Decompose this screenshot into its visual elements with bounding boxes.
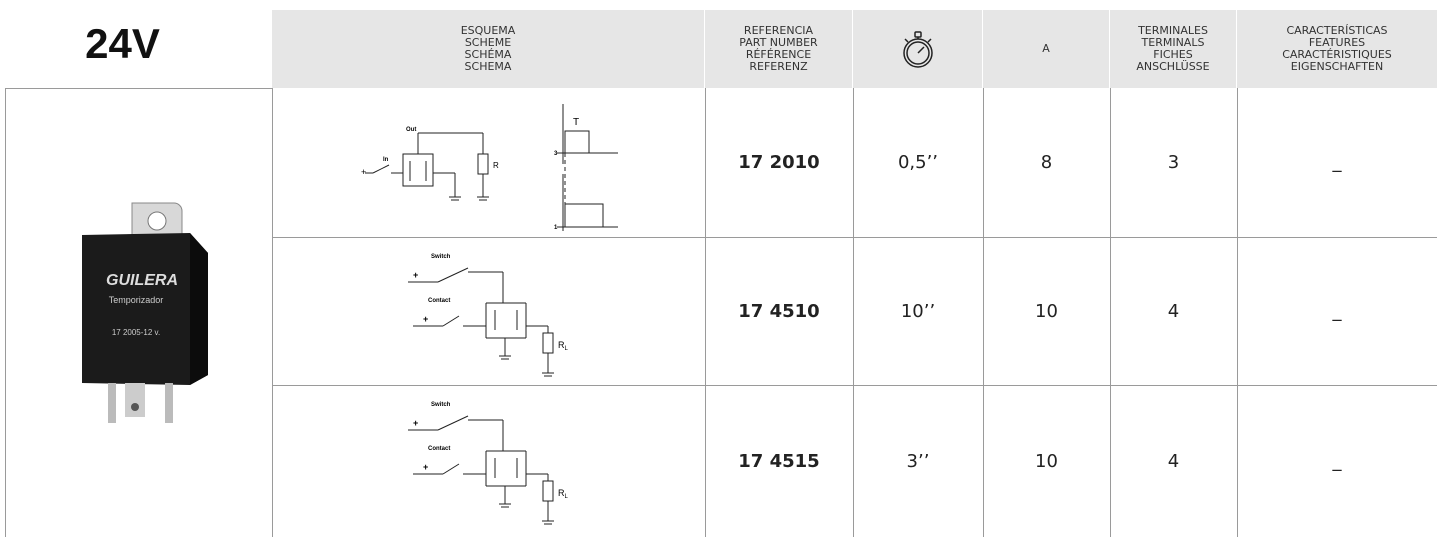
- cell-time: 3’’: [906, 450, 930, 472]
- header-line: SCHEMA: [464, 60, 512, 73]
- schematic-label: 1: [554, 225, 558, 231]
- wire: [437, 415, 469, 431]
- schematic-label: L: [565, 494, 569, 500]
- cell-time: 10’’: [900, 300, 936, 322]
- header-line: CARACTÉRISTIQUES: [1282, 48, 1392, 61]
- resistor: [542, 332, 554, 354]
- header-line: TERMINALS: [1141, 36, 1205, 49]
- schematic-label: 3: [554, 151, 558, 157]
- schematic-label: Switch: [431, 402, 451, 408]
- header-timer: [853, 10, 983, 88]
- schematic-label: R: [558, 488, 565, 498]
- schematic: + In Out R T 3 1: [361, 104, 618, 231]
- header-line: RÉFÉRENCE: [745, 48, 812, 61]
- header-text: TERMINALES TERMINALS FICHES ANSCHLÜSSE: [1136, 25, 1209, 73]
- schematic-label: RL: [558, 488, 569, 500]
- rule: [853, 88, 854, 537]
- header-features: CARACTERÍSTICAS FEATURES CARACTÉRISTIQUES E…: [1237, 10, 1437, 88]
- cell-amps: 10: [1035, 300, 1058, 322]
- header-line: ANSCHLÜSSE: [1136, 60, 1210, 73]
- header-line: SCHÉMA: [464, 48, 512, 61]
- schematic: Switch Contact + + RL: [408, 402, 569, 525]
- voltage-title: 24V: [85, 20, 160, 67]
- cell-part: 17 4515: [738, 450, 820, 472]
- header-line: REFERENZ: [749, 60, 808, 73]
- rule: [5, 88, 6, 537]
- cell-features: _: [1332, 152, 1342, 173]
- header-line: ESQUEMA: [460, 24, 516, 37]
- header-line: PART NUMBER: [739, 36, 818, 49]
- header-text: ESQUEMA SCHEME SCHÉMA SCHEMA: [461, 25, 516, 73]
- product-name: Temporizador: [109, 295, 164, 305]
- cell-part: 17 2010: [738, 152, 820, 173]
- resistor: [542, 480, 554, 502]
- schematic-label: T: [573, 117, 579, 128]
- rule: [5, 88, 272, 89]
- schematic-label: R: [493, 161, 499, 170]
- cell-features: _: [1332, 300, 1342, 322]
- cell-amps: 10: [1035, 450, 1058, 472]
- cell-terminals: 4: [1167, 300, 1180, 322]
- header-line: TERMINALES: [1138, 24, 1208, 37]
- schematic-label: RL: [558, 340, 569, 352]
- schematic-label: +: [413, 418, 418, 428]
- cell-features: _: [1332, 450, 1342, 472]
- rule: [272, 385, 1437, 386]
- schematic-label: In: [383, 157, 389, 163]
- header-line: EIGENSCHAFTEN: [1290, 60, 1384, 73]
- wire: [442, 315, 460, 327]
- wire: [442, 463, 460, 475]
- schematic-label: Contact: [428, 298, 450, 304]
- schematic-label: +: [423, 462, 428, 472]
- stopwatch-icon: [902, 31, 933, 68]
- header-text: A: [1042, 42, 1050, 55]
- rule: [1237, 88, 1238, 537]
- header-line: SCHEME: [464, 36, 512, 49]
- header-line: CARACTERÍSTICAS: [1286, 24, 1388, 37]
- cell-amps: 8: [1040, 152, 1053, 173]
- header-amps: A: [983, 10, 1110, 88]
- cell-terminals: 4: [1167, 450, 1180, 472]
- cell-time: 0,5’’: [897, 152, 939, 173]
- schematic-label: +: [423, 314, 428, 324]
- schematic-label: Out: [406, 127, 416, 133]
- cell-terminals: 3: [1167, 152, 1180, 173]
- schematic-label: +: [361, 167, 366, 177]
- header-line: REFERENCIA: [743, 24, 814, 37]
- header-text: REFERENCIA PART NUMBER RÉFÉRENCE REFERENZ: [739, 25, 817, 73]
- header-line: FEATURES: [1308, 36, 1366, 49]
- rule: [1110, 88, 1111, 537]
- schematic-label: Contact: [428, 446, 450, 452]
- schematic-label: L: [565, 346, 569, 352]
- product-brand: GUILERA: [106, 272, 178, 289]
- header-terminals: TERMINALES TERMINALS FICHES ANSCHLÜSSE: [1110, 10, 1237, 88]
- wiring: [408, 415, 554, 525]
- rule: [272, 237, 1437, 238]
- rule: [983, 88, 984, 537]
- header-line: FICHES: [1153, 48, 1193, 61]
- product-code: 17 2005-12 v.: [112, 328, 160, 337]
- rule: [272, 88, 273, 537]
- product-image: GUILERA Temporizador 17 2005-12 v.: [82, 202, 208, 423]
- header-part: REFERENCIA PART NUMBER RÉFÉRENCE REFERENZ: [705, 10, 853, 88]
- schematic-label: R: [558, 340, 565, 350]
- schematic-label: +: [413, 270, 418, 280]
- schematic: Switch Contact + + RL: [408, 254, 569, 377]
- rule: [705, 88, 706, 537]
- header-text: CARACTERÍSTICAS FEATURES CARACTÉRISTIQUES E…: [1282, 25, 1392, 73]
- wire: [437, 267, 469, 283]
- schematic-label: Switch: [431, 254, 451, 260]
- cell-part: 17 4510: [738, 300, 820, 322]
- wiring: [408, 267, 554, 377]
- header-schema: ESQUEMA SCHEME SCHÉMA SCHEMA: [272, 10, 705, 88]
